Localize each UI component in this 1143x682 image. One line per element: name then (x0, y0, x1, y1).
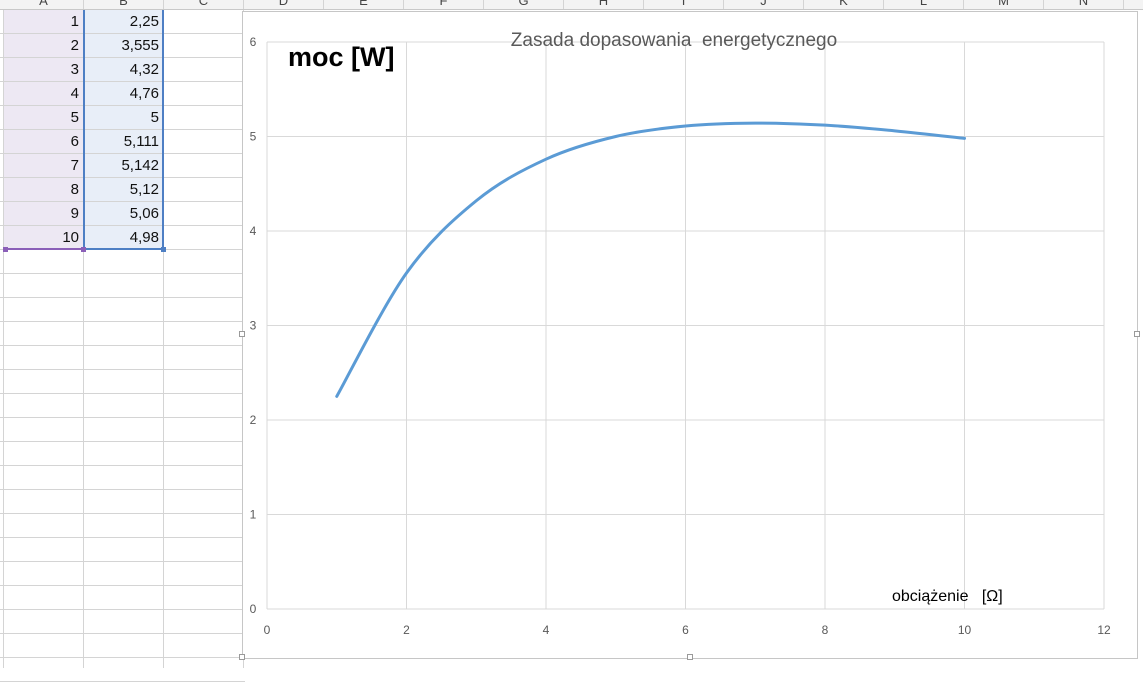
column-gridline (83, 10, 84, 668)
cell-a10[interactable]: 10 (4, 226, 83, 249)
y-tick-label: 4 (250, 224, 257, 238)
row-gridline (0, 201, 245, 202)
cell-a8[interactable]: 8 (4, 178, 83, 201)
row-gridline (0, 417, 245, 418)
x-tick-label: 4 (543, 623, 550, 637)
row-gridline (0, 273, 245, 274)
column-header-l[interactable]: L (884, 0, 964, 9)
row-gridline (0, 177, 245, 178)
row-gridline (0, 345, 245, 346)
chart-resize-handle-bottom-left[interactable] (239, 654, 245, 660)
row-gridline (0, 633, 245, 634)
column-header-c[interactable]: C (164, 0, 244, 9)
column-header-m[interactable]: M (964, 0, 1044, 9)
column-gridline (163, 10, 164, 668)
row-gridline (0, 321, 245, 322)
x-tick-label: 2 (403, 623, 410, 637)
y-tick-label: 3 (250, 319, 257, 333)
x-axis-ticks: 0 2 4 6 8 10 12 (264, 623, 1111, 637)
chart-resize-handle-left[interactable] (239, 331, 245, 337)
cell-a9[interactable]: 9 (4, 202, 83, 225)
chart-resize-handle-right[interactable] (1134, 331, 1140, 337)
row-gridline (0, 465, 245, 466)
cell-a1[interactable]: 1 (4, 10, 83, 33)
column-header-e[interactable]: E (324, 0, 404, 9)
column-gridline (3, 10, 4, 668)
row-gridline (0, 513, 245, 514)
cell-b6[interactable]: 5,111 (84, 130, 163, 153)
x-tick-label: 0 (264, 623, 271, 637)
x-tick-label: 8 (822, 623, 829, 637)
y-axis-label: moc [W] (288, 42, 394, 72)
row-gridline (0, 81, 245, 82)
column-header-g[interactable]: G (484, 0, 564, 9)
row-gridline (0, 105, 245, 106)
cell-b8[interactable]: 5,12 (84, 178, 163, 201)
cell-b4[interactable]: 4,76 (84, 82, 163, 105)
cell-a7[interactable]: 7 (4, 154, 83, 177)
cell-b2[interactable]: 3,555 (84, 34, 163, 57)
column-header-j[interactable]: J (724, 0, 804, 9)
column-header-h[interactable]: H (564, 0, 644, 9)
y-tick-label: 6 (250, 35, 257, 49)
column-header-f[interactable]: F (404, 0, 484, 9)
cell-b1[interactable]: 2,25 (84, 10, 163, 33)
y-tick-label: 2 (250, 413, 257, 427)
x-axis-label: obciążenie [Ω] (892, 588, 1003, 605)
row-gridline (0, 369, 245, 370)
column-header-a[interactable]: A (4, 0, 84, 9)
row-gridline (0, 393, 245, 394)
row-gridline (0, 129, 245, 130)
chart-title: Zasada dopasowania energetycznego (511, 30, 837, 51)
cell-grid[interactable]: 1 2,25 2 3,555 3 4,32 4 4,76 5 5 6 5,111 7 5,142 8 5,12… (0, 10, 1143, 682)
x-tick-label: 10 (958, 623, 972, 637)
row-gridline (0, 609, 245, 610)
y-axis-ticks: 0 1 2 3 4 5 6 (250, 35, 257, 616)
row-gridline (0, 297, 245, 298)
gridlines (266, 41, 1105, 610)
selection-handle-b[interactable] (161, 247, 166, 252)
column-header-k[interactable]: K (804, 0, 884, 9)
chart-resize-handle-bottom[interactable] (687, 654, 693, 660)
cell-b3[interactable]: 4,32 (84, 58, 163, 81)
cell-a6[interactable]: 6 (4, 130, 83, 153)
selection-handle-ab[interactable] (81, 247, 86, 252)
x-tick-label: 12 (1097, 623, 1111, 637)
cell-a3[interactable]: 3 (4, 58, 83, 81)
cell-b7[interactable]: 5,142 (84, 154, 163, 177)
cell-b10[interactable]: 4,98 (84, 226, 163, 249)
row-gridline (0, 225, 245, 226)
row-gridline (0, 561, 245, 562)
column-header-n[interactable]: N (1044, 0, 1124, 9)
cell-b9[interactable]: 5,06 (84, 202, 163, 225)
y-tick-label: 5 (250, 130, 257, 144)
cell-a2[interactable]: 2 (4, 34, 83, 57)
column-header-b[interactable]: B (84, 0, 164, 9)
row-gridline (0, 489, 245, 490)
cell-a5[interactable]: 5 (4, 106, 83, 129)
cell-b5[interactable]: 5 (84, 106, 163, 129)
row-gridline (0, 33, 245, 34)
column-header-i[interactable]: I (644, 0, 724, 9)
row-gridline (0, 657, 245, 658)
row-gridline (0, 441, 245, 442)
selection-handle-a[interactable] (3, 247, 8, 252)
column-header-d[interactable]: D (244, 0, 324, 9)
series-line (335, 121, 966, 398)
y-tick-label: 0 (250, 602, 257, 616)
selection-range-a[interactable] (4, 10, 83, 250)
cell-a4[interactable]: 4 (4, 82, 83, 105)
y-tick-label: 1 (250, 508, 257, 522)
row-gridline (0, 537, 245, 538)
row-gridline (0, 585, 245, 586)
data-points (335, 122, 966, 398)
selection-range-b[interactable] (83, 10, 164, 250)
x-tick-label: 6 (682, 623, 689, 637)
row-gridline (0, 153, 245, 154)
row-gridline (0, 57, 245, 58)
